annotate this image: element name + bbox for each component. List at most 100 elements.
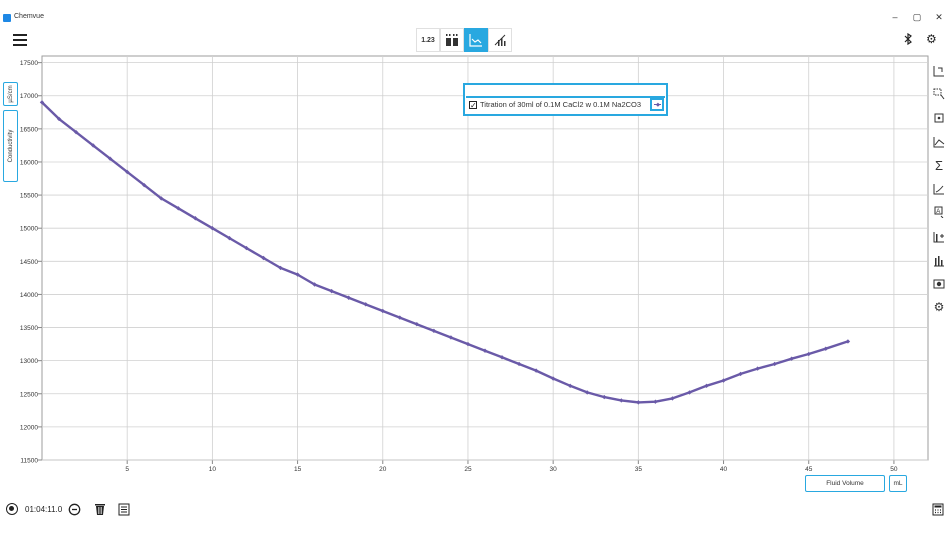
graph-view-icon xyxy=(469,34,482,47)
digits-view-button[interactable]: 1.23 xyxy=(416,28,440,52)
y-tick-label: 15000 xyxy=(20,226,38,233)
series-visibility-checkbox[interactable]: ✓ xyxy=(469,101,477,110)
close-button[interactable]: ✕ xyxy=(935,12,943,22)
legend[interactable]: ✓ Titration of 30ml of 0.1M CaCl2 w 0.1M… xyxy=(463,83,668,116)
y-tick-label: 14500 xyxy=(20,259,38,266)
series-style-button[interactable]: ◆ xyxy=(650,98,664,111)
y-tick-label: 17500 xyxy=(20,60,38,67)
data-point xyxy=(721,378,726,383)
maximize-button[interactable]: ▢ xyxy=(912,12,922,22)
x-tick-label: 35 xyxy=(635,466,643,473)
digits-view-label: 1.23 xyxy=(421,36,435,44)
app-title: Chemvue xyxy=(14,13,44,20)
data-point xyxy=(193,216,198,221)
y-axis-label-button[interactable]: Conductivity xyxy=(3,110,18,182)
x-tick-label: 15 xyxy=(294,466,302,473)
data-point xyxy=(227,235,232,241)
x-tick-label: 30 xyxy=(550,466,558,473)
y-tick-label: 11500 xyxy=(20,458,38,465)
trash-icon xyxy=(95,504,105,515)
column-chart-icon[interactable] xyxy=(929,252,949,270)
data-point xyxy=(806,351,811,357)
data-point xyxy=(845,339,851,344)
y-tick-label: 12000 xyxy=(20,424,38,431)
y-tick-label: 14000 xyxy=(20,292,38,299)
data-point xyxy=(823,346,828,351)
data-point xyxy=(244,245,249,251)
app-logo-icon xyxy=(3,14,11,22)
delete-run-button[interactable] xyxy=(94,503,106,519)
zoom-fit-icon[interactable] xyxy=(929,109,949,127)
data-point xyxy=(380,308,385,314)
data-point xyxy=(363,302,368,307)
data-point xyxy=(772,361,777,367)
data-point xyxy=(789,356,794,361)
data-point xyxy=(73,129,79,135)
minimize-button[interactable]: – xyxy=(892,12,898,22)
data-point xyxy=(107,156,113,161)
data-point xyxy=(278,265,283,271)
calculator-button[interactable] xyxy=(932,503,944,519)
spectrum-view-button[interactable] xyxy=(488,28,512,52)
annotation-icon[interactable]: A xyxy=(929,203,949,221)
plot-area xyxy=(41,55,929,461)
data-point xyxy=(482,348,488,353)
data-point xyxy=(550,376,556,381)
data-point xyxy=(585,390,590,395)
data-point xyxy=(261,255,266,261)
select-region-icon[interactable] xyxy=(929,85,949,103)
snapshot-icon[interactable] xyxy=(929,275,949,293)
legend-entry[interactable]: ✓ Titration of 30ml of 0.1M CaCl2 w 0.1M… xyxy=(466,96,665,113)
data-point xyxy=(516,361,522,367)
data-table-button[interactable] xyxy=(118,503,130,519)
data-point xyxy=(431,328,437,334)
data-point xyxy=(295,272,300,277)
curve-fit-icon[interactable] xyxy=(929,180,949,198)
data-point xyxy=(329,288,334,294)
x-axis-label-button[interactable]: Fluid Volume xyxy=(805,475,885,492)
x-tick-label: 40 xyxy=(720,466,728,473)
data-point xyxy=(312,282,317,287)
data-point xyxy=(124,169,130,175)
autoscale-icon[interactable] xyxy=(929,62,949,80)
x-tick-label: 45 xyxy=(805,466,813,473)
graph-settings-icon[interactable]: ⚙ xyxy=(933,300,945,314)
y-tick-label: 13000 xyxy=(20,358,38,365)
sum-icon[interactable]: Σ xyxy=(934,157,944,173)
timer-icon xyxy=(68,503,81,516)
data-point xyxy=(738,371,743,377)
series-name: Titration of 30ml of 0.1M CaCl2 w 0.1M N… xyxy=(480,100,642,109)
data-point xyxy=(448,335,454,340)
y-axis-unit-button[interactable]: µS/cm xyxy=(3,82,18,106)
data-point xyxy=(636,400,641,405)
record-button[interactable] xyxy=(6,503,18,515)
title-bar: Chemvue – ▢ ✕ xyxy=(0,0,950,30)
x-axis-unit-button[interactable]: mL xyxy=(889,475,907,492)
hamburger-menu-button[interactable] xyxy=(13,34,27,46)
data-point xyxy=(39,100,45,105)
data-table-icon xyxy=(118,503,130,516)
tangent-icon[interactable] xyxy=(929,133,949,151)
data-point xyxy=(465,341,471,347)
y-tick-label: 16000 xyxy=(20,159,38,166)
spectrum-view-icon xyxy=(494,34,506,46)
meter-view-button[interactable] xyxy=(440,28,464,52)
add-column-icon[interactable] xyxy=(929,228,949,246)
y-tick-label: 12500 xyxy=(20,391,38,398)
data-point xyxy=(176,206,181,211)
timer-button[interactable] xyxy=(68,503,81,519)
hamburger-icon xyxy=(13,34,27,36)
svg-text:A: A xyxy=(936,209,940,215)
elapsed-time: 01:04:11.0 xyxy=(25,505,63,514)
settings-icon[interactable]: ⚙ xyxy=(926,32,937,46)
y-tick-label: 17000 xyxy=(20,93,38,100)
data-point xyxy=(653,399,658,404)
bluetooth-icon[interactable] xyxy=(903,32,913,48)
data-point xyxy=(159,196,164,201)
data-point xyxy=(346,295,351,300)
graph-view-button[interactable] xyxy=(464,28,488,52)
x-tick-label: 5 xyxy=(125,466,129,473)
y-tick-label: 15500 xyxy=(20,193,38,200)
x-tick-label: 50 xyxy=(890,466,898,473)
